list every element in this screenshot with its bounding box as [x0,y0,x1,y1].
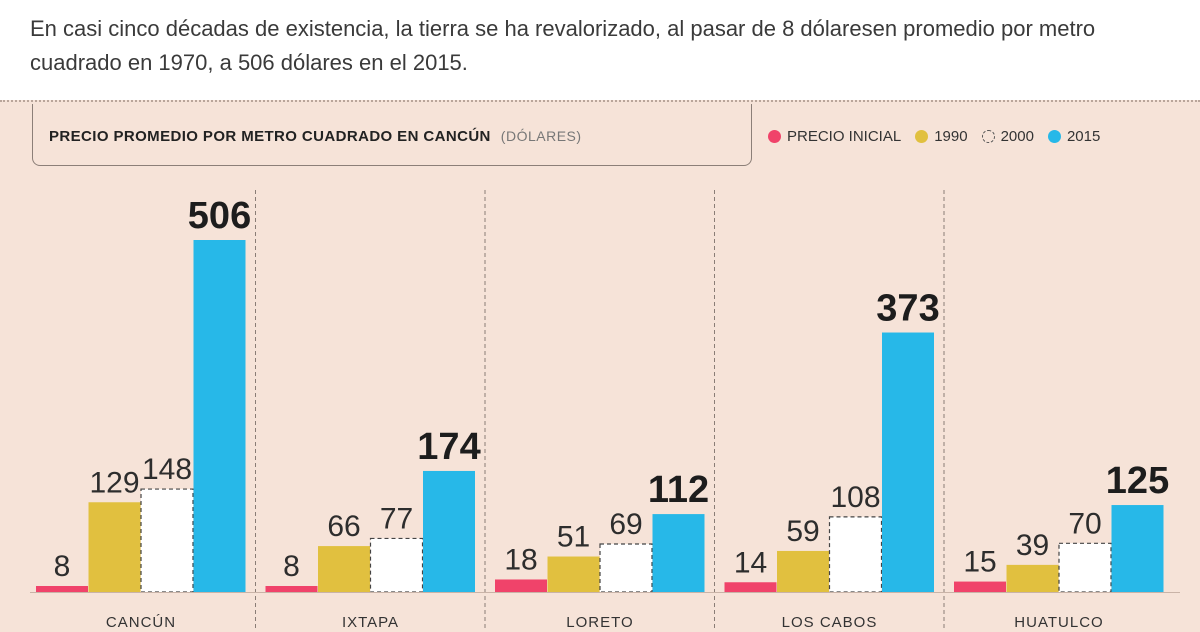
legend-swatch-2000 [981,130,995,143]
bar-los-cabos-2015 [882,332,934,592]
legend-label-2000: 2000 [1000,128,1034,145]
legend-label-1990: 1990 [934,128,968,145]
legend-swatch-1990 [915,130,929,143]
category-label-ixtapa: IXTAPA [342,614,399,630]
data-label: 129 [89,466,139,499]
data-label: 506 [188,195,251,237]
legend: PRECIO INICIAL 1990 2000 2015 [768,128,1100,145]
legend-label-2015: 2015 [1066,128,1101,145]
data-label: 69 [609,508,642,541]
legend-item-precio-inicial: PRECIO INICIAL [768,128,901,145]
data-label: 112 [648,469,709,511]
bar-los-cabos-precio-inicial [724,582,777,592]
chart-unit: (DÓLARES) [500,128,582,144]
bar-huatulco-2015 [1111,505,1164,592]
data-label: 108 [830,481,880,514]
bar-cancun-1990 [88,502,141,592]
data-label: 15 [963,546,996,579]
data-label: 373 [876,288,939,330]
category-label-huatulco: HUATULCO [1014,614,1103,630]
legend-item-2000: 2000 [981,128,1034,145]
bar-huatulco-2000 [1058,542,1112,593]
bar-cancun-2015 [193,240,246,592]
bar-ixtapa-2015 [423,470,475,592]
bar-los-cabos-2000 [828,516,883,593]
data-label: 39 [1016,529,1049,562]
data-label: 8 [283,550,300,583]
data-label: 14 [734,546,767,579]
data-label: 18 [504,543,537,576]
bar-los-cabos-1990 [777,550,829,592]
bar-loreto-precio-inicial [495,579,547,592]
legend-item-2015: 2015 [1047,128,1101,145]
chart-title-text: PRECIO PROMEDIO POR METRO CUADRADO EN CA… [49,128,491,145]
intro-text: En casi cinco décadas de existencia, la … [30,16,1096,75]
bar-huatulco-precio-inicial [954,581,1006,592]
data-label: 8 [54,550,71,583]
chart-title-box: PRECIO PROMEDIO POR METRO CUADRADO EN CA… [32,104,752,166]
bar-ixtapa-2000 [369,537,424,593]
chart-title: PRECIO PROMEDIO POR METRO CUADRADO EN CA… [49,128,582,145]
bar-cancun-precio-inicial [36,586,88,592]
data-label: 70 [1068,507,1101,540]
category-label-los-cabos: LOS CABOS [782,614,878,630]
data-label: 59 [786,515,819,548]
category-label-loreto: LORETO [566,614,633,630]
bar-huatulco-1990 [1006,564,1059,592]
legend-item-1990: 1990 [915,128,968,145]
bar-cancun-2000 [140,488,194,593]
legend-swatch-2015 [1047,130,1061,143]
data-label: 125 [1106,460,1169,502]
bar-ixtapa-precio-inicial [265,586,318,592]
category-label-cancun: CANCÚN [106,614,176,630]
bar-loreto-1990 [547,556,600,592]
data-label: 148 [142,453,192,486]
bar-ixtapa-1990 [318,546,370,592]
legend-label-precio-inicial: PRECIO INICIAL [787,128,902,145]
data-label: 77 [380,502,413,535]
bar-loreto-2000 [599,543,653,593]
bar-loreto-2015 [652,514,705,592]
data-label: 66 [327,510,360,543]
legend-swatch-precio-inicial [768,130,781,143]
data-label: 174 [417,426,480,468]
data-label: 51 [557,521,590,554]
